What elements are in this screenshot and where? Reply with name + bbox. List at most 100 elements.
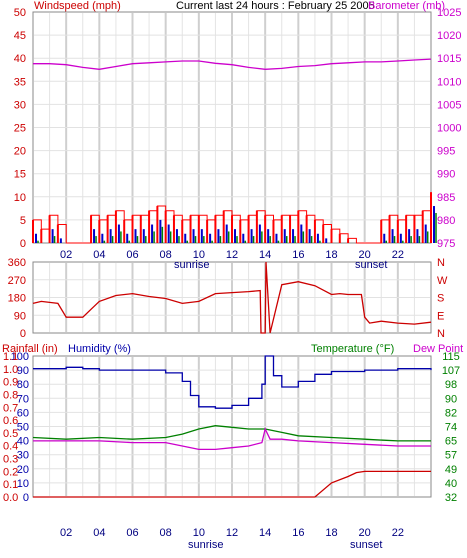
hour-tick-label: 20 xyxy=(359,527,371,539)
temperature-tick-label: 49 xyxy=(445,464,457,476)
temperature-tick-label: 40 xyxy=(445,478,457,490)
humidity-tick-label: 30 xyxy=(17,450,29,462)
hour-tick-label: 12 xyxy=(226,249,238,261)
hour-tick-label: 14 xyxy=(259,527,271,539)
hour-tick-label: 02 xyxy=(60,527,72,539)
temperature-tick-label: 90 xyxy=(445,393,457,405)
humidity-tick-label: 40 xyxy=(17,436,29,448)
sunset-label-top: sunset xyxy=(355,259,387,271)
hour-tick-label: 06 xyxy=(126,249,138,261)
hour-tick-label: 10 xyxy=(193,249,205,261)
hour-tick-label: 22 xyxy=(392,249,404,261)
direction-tick-label: 90 xyxy=(14,310,26,322)
hour-tick-label: 18 xyxy=(325,527,337,539)
rainfall-tick-label: 0.5 xyxy=(3,428,18,440)
temperature-tick-label: 82 xyxy=(445,407,457,419)
humidity-tick-label: 0 xyxy=(23,492,29,504)
hour-tick-label: 18 xyxy=(325,249,337,261)
temperature-tick-label: 57 xyxy=(445,450,457,462)
hour-tick-label: 04 xyxy=(93,249,105,261)
dew-point-line xyxy=(33,427,431,451)
windspeed-tick-label: 40 xyxy=(14,53,26,65)
humidity-tick-label: 100 xyxy=(11,351,29,363)
windspeed-tick-label: 10 xyxy=(14,192,26,204)
temperature-tick-label: 65 xyxy=(445,436,457,448)
barometer-tick-label: 1010 xyxy=(437,76,461,88)
humidity-tick-label: 10 xyxy=(17,478,29,490)
direction-tick-label: 0 xyxy=(20,328,26,340)
windspeed-line xyxy=(33,192,432,244)
compass-label: N xyxy=(437,328,445,340)
windspeed-tick-label: 45 xyxy=(14,30,26,42)
rainfall-tick-label: 1.1 xyxy=(3,351,18,363)
barometer-tick-label: 1000 xyxy=(437,123,461,135)
hour-tick-label: 10 xyxy=(193,527,205,539)
compass-label: W xyxy=(437,275,448,287)
temperature-tick-label: 98 xyxy=(445,379,457,391)
temperature-tick-label: 32 xyxy=(445,492,457,504)
windspeed-tick-label: 15 xyxy=(14,169,26,181)
hour-tick-label: 14 xyxy=(259,249,271,261)
humidity-axis-title: Humidity (%) xyxy=(68,343,131,355)
rainfall-tick-label: 1.0 xyxy=(3,364,18,376)
hour-tick-label: 12 xyxy=(226,527,238,539)
hour-tick-label: 22 xyxy=(392,527,404,539)
compass-label: E xyxy=(437,310,444,322)
hour-tick-label: 16 xyxy=(292,527,304,539)
humidity-tick-label: 60 xyxy=(17,407,29,419)
temperature-line xyxy=(32,425,431,442)
chart-title: Current last 24 hours : February 25 2005 xyxy=(176,0,375,12)
windspeed-tick-label: 0 xyxy=(20,238,26,250)
hour-tick-label: 06 xyxy=(126,527,138,539)
humidity-tick-label: 50 xyxy=(17,422,29,434)
temperature-axis-title: Temperature (°F) xyxy=(311,343,394,355)
sunrise-label-bottom: sunrise xyxy=(188,539,223,551)
barometer-tick-label: 995 xyxy=(437,146,455,158)
axis-layer: 02 04 06 08 10 12 14 16 18 20 22 02 04 06 08 10 12 14 16 18… xyxy=(3,7,461,539)
temperature-tick-label: 107 xyxy=(442,365,460,377)
barometer-tick-label: 980 xyxy=(437,215,455,227)
rainfall-tick-label: 0.2 xyxy=(3,466,18,478)
sunrise-label-top: sunrise xyxy=(174,259,209,271)
compass-label: N xyxy=(437,257,445,269)
hour-tick-label: 20 xyxy=(359,249,371,261)
barometer-line xyxy=(33,58,432,70)
compass-label: S xyxy=(437,293,444,305)
rainfall-tick-label: 0.0 xyxy=(3,492,18,504)
humidity-tick-label: 90 xyxy=(17,365,29,377)
barometer-tick-label: 1020 xyxy=(437,30,461,42)
humidity-line xyxy=(33,355,432,409)
windspeed-tick-label: 30 xyxy=(14,99,26,111)
rainfall-axis-title: Rainfall (in) xyxy=(2,343,58,355)
barometer-tick-label: 1025 xyxy=(437,7,461,19)
windspeed-axis-title: Windspeed (mph) xyxy=(34,0,121,12)
barometer-tick-label: 1005 xyxy=(437,99,461,111)
rainfall-tick-label: 0.9 xyxy=(3,377,18,389)
hour-tick-label: 16 xyxy=(292,249,304,261)
grid-layer xyxy=(34,13,430,496)
rainfall-tick-label: 0.7 xyxy=(3,402,18,414)
humidity-tick-label: 80 xyxy=(17,379,29,391)
rainfall-tick-label: 0.8 xyxy=(3,389,18,401)
dew-point-axis-title: Dew Point xyxy=(413,343,463,355)
windspeed-tick-label: 50 xyxy=(14,7,26,19)
hour-tick-label: 08 xyxy=(160,249,172,261)
direction-tick-label: 180 xyxy=(8,293,26,305)
windspeed-tick-label: 35 xyxy=(14,76,26,88)
rainfall-tick-label: 0.4 xyxy=(3,441,18,453)
barometer-tick-label: 1015 xyxy=(437,53,461,65)
rainfall-tick-label: 0.3 xyxy=(3,454,18,466)
rainfall-line xyxy=(33,470,431,498)
series-layer xyxy=(32,58,437,498)
sunset-label-bottom: sunset xyxy=(350,539,382,551)
barometer-axis-title: Barometer (mb) xyxy=(368,0,445,12)
rainfall-tick-label: 0.1 xyxy=(3,479,18,491)
barometer-tick-label: 985 xyxy=(437,192,455,204)
direction-tick-label: 270 xyxy=(8,275,26,287)
windspeed-tick-label: 5 xyxy=(20,215,26,227)
temperature-tick-label: 115 xyxy=(442,351,460,363)
hour-tick-label: 02 xyxy=(60,249,72,261)
direction-tick-label: 360 xyxy=(8,257,26,269)
